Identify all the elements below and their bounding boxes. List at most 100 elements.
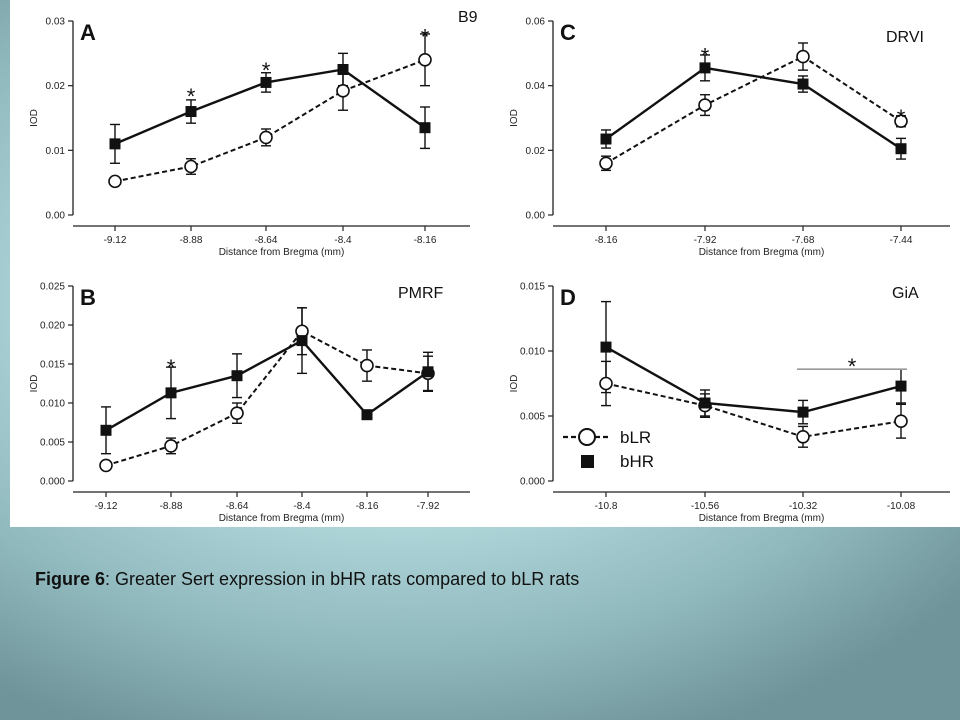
chart-panel-a: 0.00 0.01 0.02 0.03 -9.12 -8.88 -8.64 -8.4 -8.16…: [29, 9, 478, 258]
data-point-bHR: [797, 406, 809, 418]
x-tick-label: -8.16: [595, 235, 618, 246]
y-tick-label: 0.010: [40, 399, 65, 410]
series-line-bLR: [114, 58, 426, 183]
x-axis-title: Distance from Bregma (mm): [699, 513, 825, 524]
data-point-bHR: [699, 62, 711, 74]
data-point-bLR: [599, 376, 613, 391]
y-tick-label: 0.02: [526, 146, 546, 157]
significance-star: *: [421, 24, 430, 49]
significance-star: *: [701, 43, 710, 68]
data-point-bHR: [109, 138, 121, 150]
panel-letter: D: [560, 285, 576, 310]
x-tick-label: -10.56: [691, 501, 720, 512]
legend-marker-bHR: [581, 455, 594, 468]
y-tick-label: 0.005: [520, 412, 545, 423]
data-point-bHR: [337, 64, 349, 75]
y-tick-label: 0.015: [40, 360, 65, 371]
caption-label: Figure 6: [35, 569, 106, 589]
data-point-bLR: [894, 414, 908, 429]
data-point-bLR: [698, 98, 712, 112]
x-tick-label: -8.16: [356, 501, 379, 512]
figure-caption: Figure 6: Greater Sert expression in bHR…: [35, 569, 579, 590]
data-point-bLR: [108, 174, 122, 189]
series-line-bHR: [605, 66, 902, 150]
data-point-bHR: [797, 78, 809, 90]
data-point-bLR: [184, 159, 198, 174]
chart-panel-b: 0.000 0.005 0.010 0.015 0.020 0.025 -9.12 -8.88…: [29, 282, 470, 524]
y-axis-title: IOD: [29, 109, 40, 127]
y-tick-label: 0.005: [40, 438, 65, 449]
series-line-bLR: [605, 382, 902, 438]
data-point-bLR: [796, 49, 810, 64]
x-tick-label: -10.08: [887, 501, 916, 512]
figure-panel: 0.00 0.01 0.02 0.03 -9.12 -8.88 -8.64 -8.4 -8.16…: [10, 0, 960, 527]
panel-letter: C: [560, 20, 576, 45]
significance-star: *: [897, 105, 906, 130]
panel-letter: A: [80, 20, 96, 45]
chart-panel-c: 0.00 0.02 0.04 0.06 -8.16 -7.92 -7.68 -7.44 Dist…: [509, 17, 950, 258]
data-point-bHR: [422, 366, 434, 378]
region-label: B9: [458, 9, 478, 26]
data-point-bLR: [894, 114, 908, 129]
legend-label-bLR: bLR: [620, 428, 651, 447]
y-tick-label: 0.01: [46, 146, 66, 157]
region-label: GiA: [892, 285, 919, 302]
y-tick-label: 0.06: [526, 17, 546, 28]
y-tick-label: 0.00: [46, 211, 66, 222]
y-tick-label: 0.010: [520, 347, 545, 358]
x-axis-title: Distance from Bregma (mm): [219, 513, 345, 524]
significance-star: *: [167, 355, 176, 380]
legend-label-bHR: bHR: [620, 452, 654, 471]
x-tick-label: -9.12: [95, 501, 118, 512]
data-point-bLR: [259, 130, 273, 145]
panel-letter: B: [80, 285, 96, 310]
x-tick-label: -8.4: [293, 501, 311, 512]
x-tick-label: -7.92: [417, 501, 440, 512]
y-tick-label: 0.025: [40, 282, 65, 293]
x-tick-label: -8.88: [180, 235, 203, 246]
x-axis-title: Distance from Bregma (mm): [219, 247, 345, 258]
y-axis-title: IOD: [509, 375, 520, 393]
significance-star: *: [187, 84, 196, 109]
y-tick-label: 0.000: [40, 477, 65, 488]
data-point-bLR: [360, 358, 374, 373]
data-point-bHR: [361, 409, 373, 421]
series-line-bHR: [605, 346, 902, 414]
data-point-bHR: [895, 380, 907, 392]
x-tick-label: -8.88: [160, 501, 183, 512]
series-line-bLR: [605, 55, 902, 165]
data-point-bLR: [418, 52, 432, 67]
data-point-bLR: [99, 458, 113, 473]
x-tick-label: -7.68: [792, 235, 815, 246]
y-tick-label: 0.000: [520, 477, 545, 488]
data-point-bLR: [599, 156, 613, 171]
region-label: PMRF: [398, 285, 444, 302]
data-point-bHR: [100, 424, 112, 436]
significance-star: *: [262, 58, 271, 83]
series-line-bLR: [105, 329, 429, 467]
data-point-bHR: [296, 335, 308, 347]
data-point-bHR: [699, 397, 711, 409]
data-point-bHR: [600, 341, 612, 353]
x-tick-label: -9.12: [104, 235, 127, 246]
x-tick-label: -8.64: [255, 235, 278, 246]
y-tick-label: 0.04: [526, 81, 546, 92]
x-tick-label: -7.44: [890, 235, 913, 246]
data-point-bHR: [231, 370, 243, 382]
x-tick-label: -8.4: [334, 235, 352, 246]
y-tick-label: 0.015: [520, 282, 545, 293]
x-tick-label: -10.32: [789, 501, 818, 512]
data-point-bLR: [336, 84, 350, 98]
series-line-bHR: [105, 339, 429, 432]
data-point-bHR: [600, 133, 612, 145]
y-axis-title: IOD: [29, 375, 40, 393]
y-tick-label: 0.00: [526, 211, 546, 222]
x-tick-label: -8.16: [414, 235, 437, 246]
data-point-bHR: [165, 387, 177, 399]
y-tick-label: 0.03: [46, 17, 66, 28]
data-point-bLR: [230, 406, 244, 420]
y-tick-label: 0.02: [46, 81, 66, 92]
data-point-bHR: [185, 106, 197, 118]
x-tick-label: -8.64: [226, 501, 249, 512]
legend-marker-bLR: [578, 428, 596, 446]
